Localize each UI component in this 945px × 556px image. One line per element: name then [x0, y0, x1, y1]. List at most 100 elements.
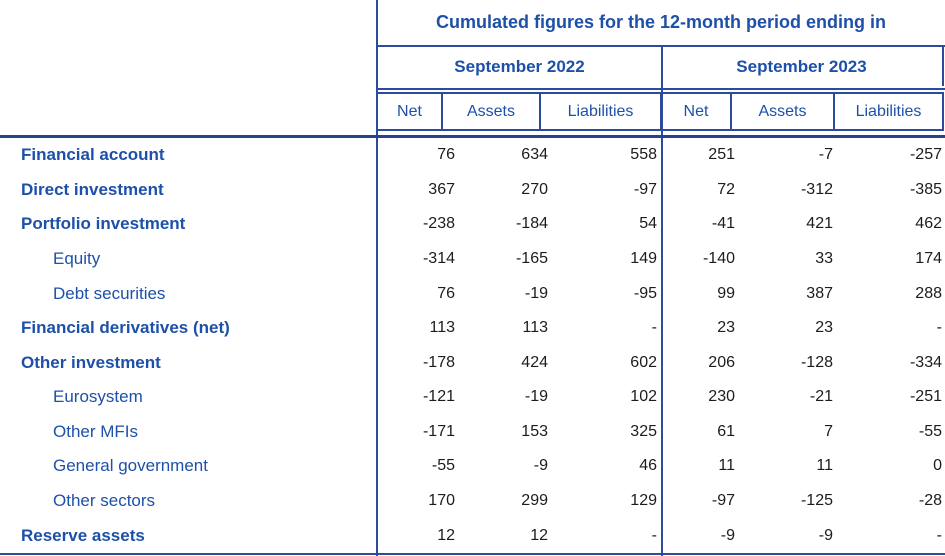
cell-value: 462: [915, 215, 942, 233]
row-label: Eurosystem: [53, 387, 143, 407]
cell-value: -128: [800, 353, 833, 371]
table-row: Eurosystem -121 -19 102 230 -21 -251: [0, 380, 945, 415]
period-header-row: September 2022 September 2023: [378, 47, 944, 86]
period-group-divider-line: [661, 45, 663, 556]
cell-value: 424: [521, 353, 548, 371]
cell-value: -7: [818, 146, 833, 164]
cell-value: 76: [437, 146, 455, 164]
cell-value: 421: [806, 215, 833, 233]
period-bottom-rule: [376, 88, 945, 90]
cell-value: -: [651, 319, 657, 337]
column-header-assets-2022: Assets: [443, 92, 541, 131]
cell-value: 12: [530, 526, 548, 544]
cell-value: 270: [521, 180, 548, 198]
header-body-separator-rule: [0, 135, 945, 138]
cell-value: 11: [816, 457, 833, 475]
cell-value: 61: [717, 422, 735, 440]
cell-value: -19: [524, 284, 548, 302]
column-header-net-2022: Net: [376, 92, 443, 131]
cell-value: 251: [708, 146, 735, 164]
cell-value: 72: [717, 180, 735, 198]
row-label: General government: [53, 456, 208, 476]
cell-value: 558: [630, 146, 657, 164]
row-label: Other sectors: [53, 491, 156, 511]
cell-value: 634: [521, 146, 548, 164]
column-header-assets-2023: Assets: [732, 92, 835, 131]
cell-value: -312: [800, 180, 833, 198]
cell-value: -9: [818, 526, 833, 544]
table-row: Financial derivatives (net) 113 113 - 23…: [0, 311, 945, 346]
cell-value: 170: [428, 492, 455, 510]
table-row: Other MFIs -171 153 325 61 7 -55: [0, 415, 945, 450]
row-label: Direct investment: [21, 179, 164, 199]
cell-value: -165: [515, 250, 548, 268]
cell-value: 367: [428, 180, 455, 198]
table-row: Equity -314 -165 149 -140 33 174: [0, 242, 945, 277]
row-label: Portfolio investment: [21, 214, 186, 234]
cell-value: -171: [422, 422, 455, 440]
row-label: Financial derivatives (net): [21, 318, 230, 338]
column-header-net-2023: Net: [662, 92, 732, 131]
column-header-liabilities-2023: Liabilities: [835, 92, 944, 131]
cell-value: -251: [909, 388, 942, 406]
title-bottom-rule: [376, 45, 945, 47]
cell-value: -121: [422, 388, 455, 406]
cell-value: 288: [915, 284, 942, 302]
cell-value: 325: [630, 422, 657, 440]
row-label: Reserve assets: [21, 525, 145, 545]
cell-value: -178: [422, 353, 455, 371]
cell-value: -334: [909, 353, 942, 371]
cell-value: 102: [630, 388, 657, 406]
cell-value: -184: [515, 215, 548, 233]
table-row: Financial account 76 634 558 251 -7 -257: [0, 138, 945, 173]
cell-value: 387: [806, 284, 833, 302]
cell-value: -28: [918, 492, 942, 510]
cell-value: 113: [429, 319, 455, 337]
cell-value: 602: [630, 353, 657, 371]
cell-value: 174: [915, 250, 942, 268]
cell-value: -257: [909, 146, 942, 164]
cell-value: -9: [720, 526, 735, 544]
cell-value: -: [651, 526, 657, 544]
cell-value: -314: [422, 250, 455, 268]
period-header-september-2023: September 2023: [736, 56, 867, 76]
table-row: General government -55 -9 46 11 11 0: [0, 449, 945, 484]
cell-value: -: [936, 526, 942, 544]
cell-value: -9: [533, 457, 548, 475]
cell-value: -385: [909, 180, 942, 198]
cell-value: -19: [524, 388, 548, 406]
cell-value: 230: [708, 388, 735, 406]
row-label: Other investment: [21, 352, 161, 372]
table-row: Direct investment 367 270 -97 72 -312 -3…: [0, 173, 945, 208]
cell-value: -55: [431, 457, 455, 475]
table-row: Other investment -178 424 602 206 -128 -…: [0, 345, 945, 380]
cell-value: -140: [702, 250, 735, 268]
cell-value: 299: [521, 492, 548, 510]
cell-value: 149: [630, 250, 657, 268]
cell-value: 11: [718, 457, 735, 475]
cell-value: 129: [630, 492, 657, 510]
cell-value: 54: [639, 215, 657, 233]
table-title: Cumulated figures for the 12-month perio…: [435, 12, 886, 32]
cell-value: 23: [717, 319, 735, 337]
cell-value: 153: [521, 422, 548, 440]
column-header-row: Net Assets Liabilities Net Assets Liabil…: [376, 92, 944, 131]
cell-value: 46: [639, 457, 657, 475]
table-body: Financial account 76 634 558 251 -7 -257…: [0, 138, 945, 553]
column-header-liabilities-2022: Liabilities: [541, 92, 662, 131]
row-label: Equity: [53, 249, 101, 269]
cell-value: -97: [711, 492, 735, 510]
table-row: Other sectors 170 299 129 -97 -125 -28: [0, 484, 945, 519]
row-label: Other MFIs: [53, 421, 139, 441]
cell-value: -95: [633, 284, 657, 302]
cell-value: 99: [717, 284, 735, 302]
table-row: Portfolio investment -238 -184 54 -41 42…: [0, 207, 945, 242]
cell-value: 7: [824, 422, 833, 440]
cell-value: -238: [422, 215, 455, 233]
cell-value: -: [936, 319, 942, 337]
cell-value: 206: [708, 353, 735, 371]
cell-value: -21: [809, 388, 833, 406]
cell-value: -97: [633, 180, 657, 198]
cell-value: 23: [815, 319, 833, 337]
cell-value: 113: [522, 319, 548, 337]
